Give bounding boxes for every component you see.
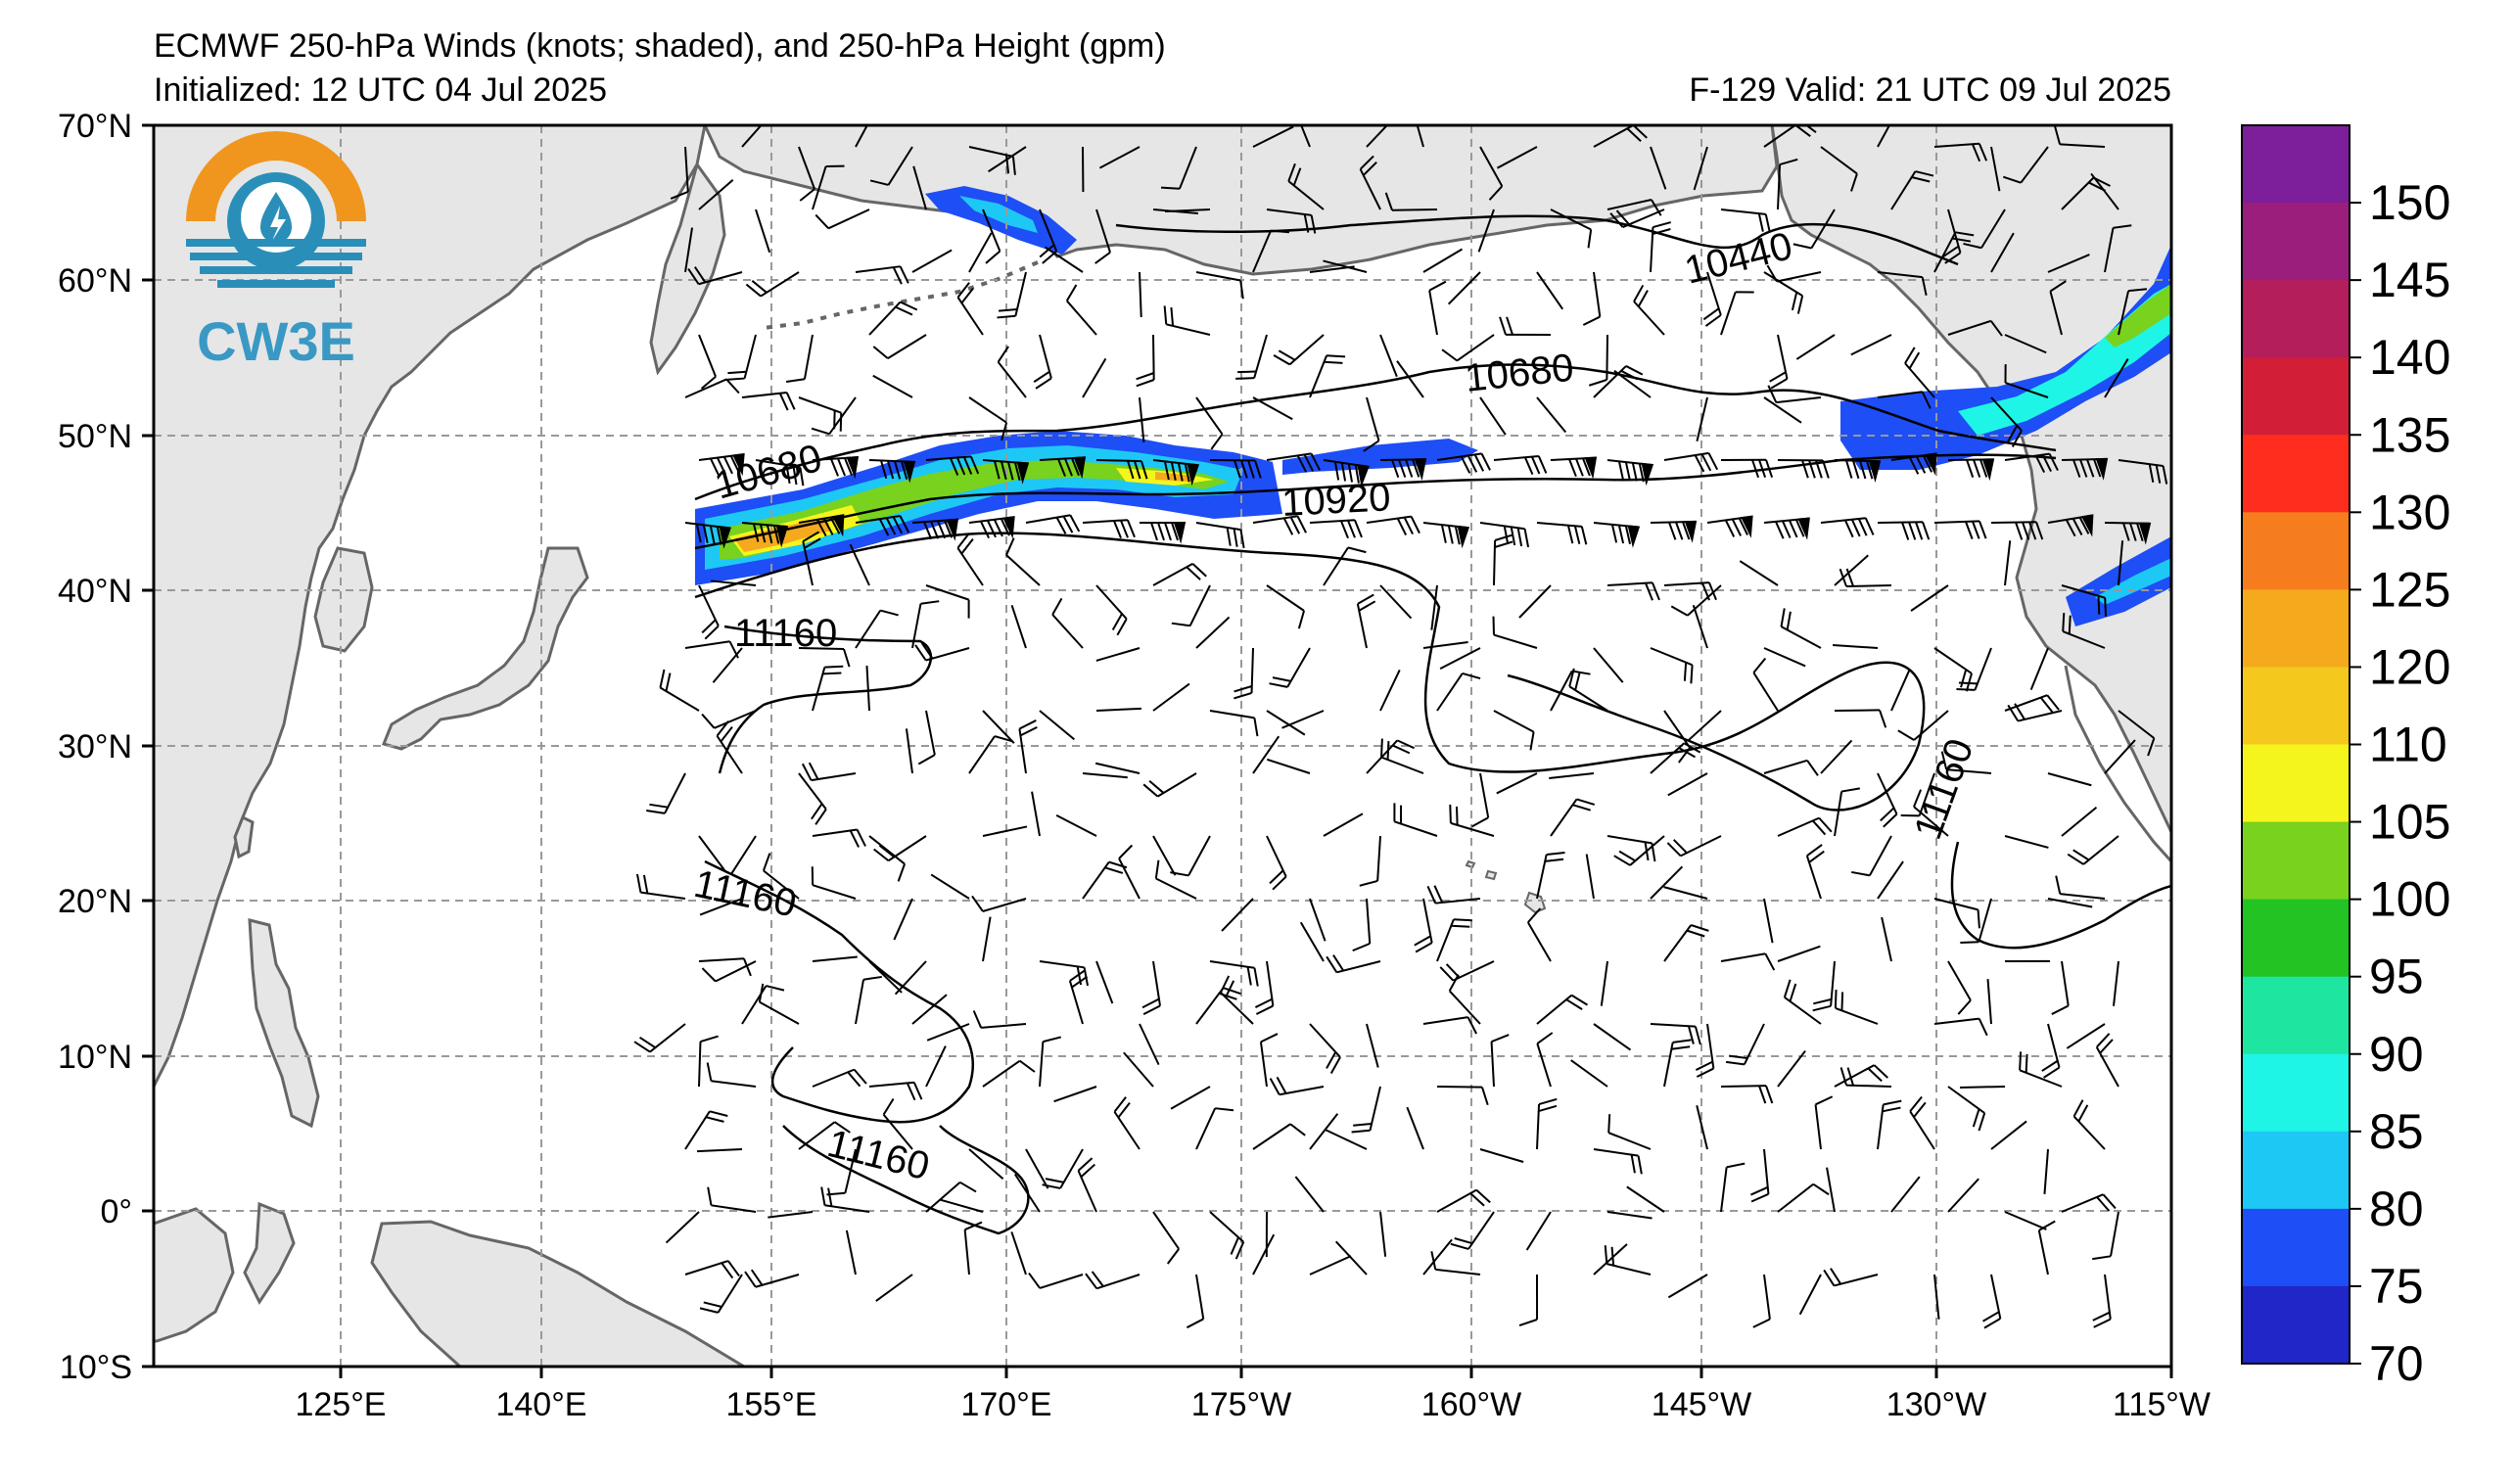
logo-wave-stripe [217, 280, 335, 288]
colorbar-swatch [2242, 667, 2350, 745]
colorbar-label: 100 [2369, 872, 2450, 927]
valid-time: F-129 Valid: 21 UTC 09 Jul 2025 [1689, 71, 2171, 109]
lat-axis: 70°N 60°N 50°N 40°N 30°N 20°N 10°N 0° 10… [58, 108, 132, 1386]
lon-label: 160°W [1421, 1386, 1521, 1423]
lon-label: 115°W [2113, 1386, 2211, 1423]
colorbar-label: 80 [2369, 1182, 2424, 1236]
logo-wave-stripe [190, 253, 362, 260]
colorbar-swatch [2242, 1286, 2350, 1365]
colorbar-swatch [2242, 512, 2350, 590]
map-area: 10440 10680 10680 10920 11160 11160 1116… [154, 93, 2171, 1367]
colorbar-label: 90 [2369, 1027, 2424, 1082]
colorbar-swatch [2242, 125, 2350, 204]
lat-label: 40°N [58, 573, 132, 610]
colorbar-swatch [2242, 900, 2350, 978]
lat-label: 30°N [58, 728, 132, 765]
colorbar-swatch [2242, 1054, 2350, 1133]
colorbar-swatch [2242, 589, 2350, 668]
colorbar-swatch [2242, 745, 2350, 823]
colorbar-swatch [2242, 977, 2350, 1055]
wind-barb [1960, 1087, 2005, 1088]
lat-label: 10°S [60, 1349, 132, 1386]
colorbar-label: 95 [2369, 950, 2424, 1004]
logo-text: CW3E [197, 310, 355, 372]
lon-ticks [341, 1367, 2171, 1378]
init-time: Initialized: 12 UTC 04 Jul 2025 [154, 71, 607, 109]
lon-label: 130°W [1886, 1386, 1986, 1423]
title: ECMWF 250-hPa Winds (knots; shaded), and… [154, 27, 1166, 65]
lat-label: 50°N [58, 418, 132, 455]
colorbar-label: 120 [2369, 639, 2450, 694]
lat-label: 20°N [58, 883, 132, 920]
colorbar-swatch [2242, 203, 2350, 281]
lon-label: 175°W [1191, 1386, 1291, 1423]
colorbar-swatch [2242, 1209, 2350, 1287]
colorbar-label: 75 [2369, 1259, 2424, 1314]
colorbar-label: 85 [2369, 1104, 2424, 1159]
lon-label: 125°E [295, 1386, 386, 1423]
colorbar-swatch [2242, 822, 2350, 901]
colorbar-label: 105 [2369, 795, 2450, 850]
lat-ticks [142, 125, 154, 1367]
lon-label: 140°E [495, 1386, 586, 1423]
lat-label: 70°N [58, 108, 132, 145]
colorbar-label: 145 [2369, 253, 2450, 307]
colorbar-label: 125 [2369, 562, 2450, 617]
logo-wave-stripe [200, 266, 352, 274]
lon-label: 145°W [1652, 1386, 1751, 1423]
colorbar-swatch [2242, 1132, 2350, 1210]
lat-label: 0° [100, 1193, 132, 1230]
colorbar-label: 140 [2369, 330, 2450, 385]
colorbar-swatch [2242, 280, 2350, 358]
lat-label: 60°N [58, 262, 132, 300]
colorbar-label: 70 [2369, 1336, 2424, 1391]
colorbar: 70 75 80 85 90 95 100 105 110 120 125 130 135 140 145 1… [2242, 125, 2450, 1391]
colorbar-swatch [2242, 435, 2350, 513]
colorbar-label: 150 [2369, 175, 2450, 230]
colorbar-label: 130 [2369, 485, 2450, 539]
lon-axis: 125°E 140°E 155°E 170°E 175°W 160°W 145°… [295, 1386, 2210, 1423]
lon-label: 170°E [960, 1386, 1051, 1423]
colorbar-swatch [2242, 357, 2350, 436]
lon-label: 155°E [725, 1386, 816, 1423]
colorbar-label: 110 [2369, 718, 2447, 772]
lat-label: 10°N [58, 1039, 132, 1076]
colorbar-label: 135 [2369, 407, 2450, 462]
logo-wave-stripe [186, 239, 366, 247]
